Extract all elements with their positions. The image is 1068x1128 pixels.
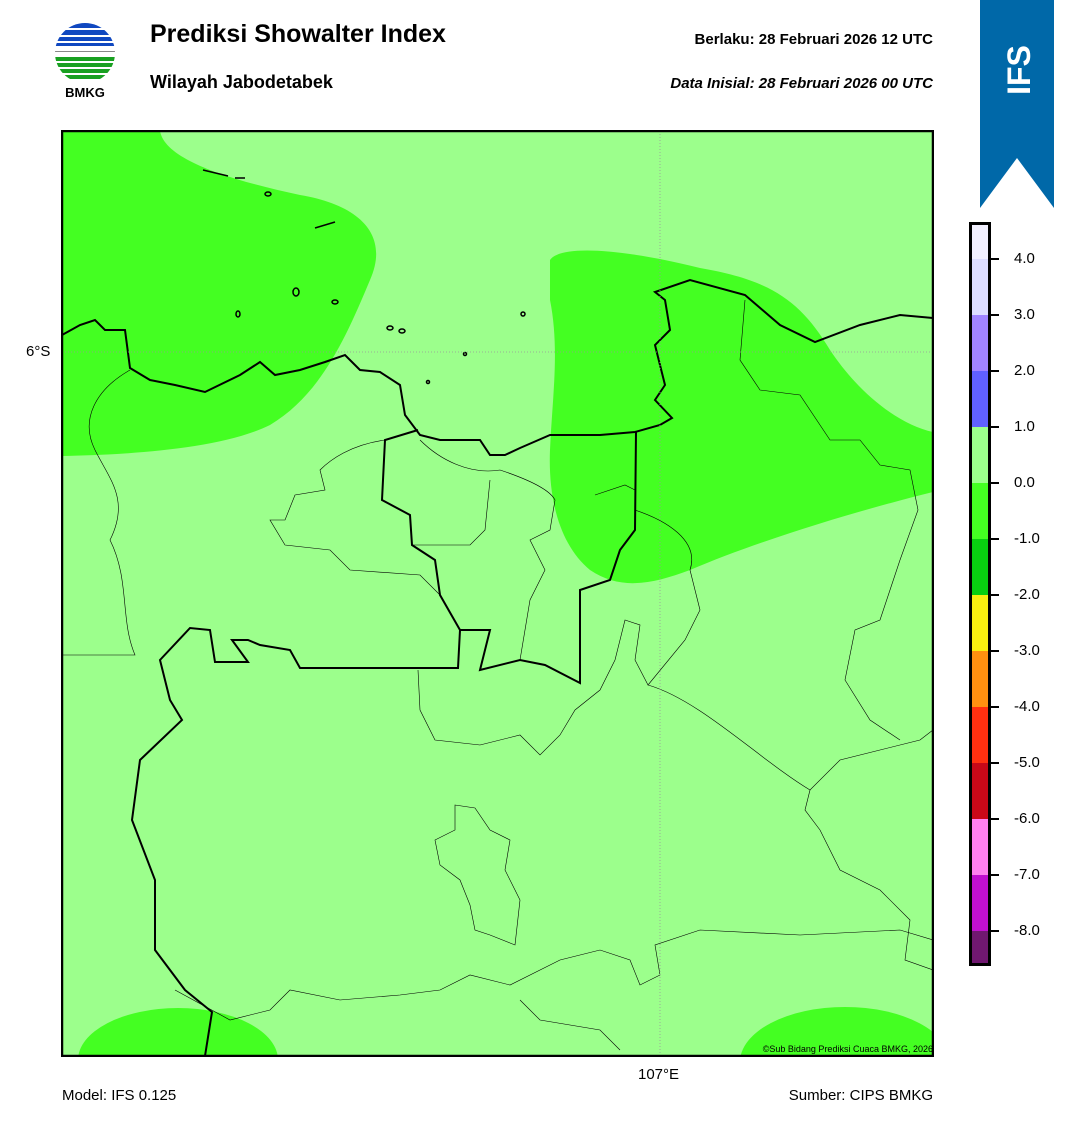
colorbar-tick-label: 1.0 bbox=[1014, 418, 1035, 435]
colorbar-tick-mark bbox=[991, 426, 999, 428]
source-label: Sumber: CIPS BMKG bbox=[788, 1087, 933, 1104]
colorbar-tick-label: -1.0 bbox=[1014, 530, 1040, 547]
colorbar-tick-mark bbox=[991, 594, 999, 596]
colorbar-segment bbox=[972, 224, 988, 259]
colorbar-segment bbox=[972, 651, 988, 707]
colorbar-tick-label: -5.0 bbox=[1014, 754, 1040, 771]
colorbar-segment bbox=[972, 539, 988, 595]
colorbar-tick-mark bbox=[991, 818, 999, 820]
colorbar-segment bbox=[972, 763, 988, 819]
region-subtitle: Wilayah Jabodetabek bbox=[150, 72, 333, 92]
colorbar-tick-mark bbox=[991, 930, 999, 932]
colorbar-segment bbox=[972, 931, 988, 964]
regency-boundaries bbox=[62, 299, 933, 1051]
colorbar-segment bbox=[972, 875, 988, 931]
colorbar-segment bbox=[972, 427, 988, 483]
colorbar-tick-mark bbox=[991, 706, 999, 708]
colorbar-tick-mark bbox=[991, 258, 999, 260]
map-credit: ©Sub Bidang Prediksi Cuaca BMKG, 2026 bbox=[762, 1044, 933, 1054]
unstable-area-southeast bbox=[740, 1007, 933, 1056]
colorbar-tick-label: -3.0 bbox=[1014, 642, 1040, 659]
ifs-label: IFS bbox=[1001, 45, 1037, 95]
colorbar-tick-mark bbox=[991, 482, 999, 484]
colorbar-tick-mark bbox=[991, 650, 999, 652]
longitude-label: 107°E bbox=[638, 1066, 680, 1083]
colorbar-tick-mark bbox=[991, 538, 999, 540]
logo-text: BMKG bbox=[65, 85, 105, 100]
colorbar-tick-label: -2.0 bbox=[1014, 586, 1040, 603]
initial-time: Data Inisial: 28 Februari 2026 00 UTC bbox=[670, 75, 933, 92]
colorbar bbox=[969, 222, 991, 966]
colorbar-tick-label: 2.0 bbox=[1014, 362, 1035, 379]
colorbar-tick-mark bbox=[991, 874, 999, 876]
bmkg-logo: BMKG bbox=[55, 23, 115, 100]
colorbar-segment bbox=[972, 595, 988, 651]
colorbar-segment bbox=[972, 315, 988, 371]
ifs-badge: IFS bbox=[980, 0, 1054, 208]
page-title: Prediksi Showalter Index bbox=[150, 20, 446, 48]
coastline-and-province-boundaries bbox=[62, 278, 933, 1056]
colorbar-segment bbox=[972, 483, 988, 539]
islands bbox=[202, 169, 526, 385]
colorbar-segment bbox=[972, 707, 988, 763]
map-frame bbox=[61, 130, 934, 1057]
colorbar-tick-label: -7.0 bbox=[1014, 866, 1040, 883]
unstable-area-east bbox=[549, 250, 933, 584]
showalter-index-map bbox=[61, 130, 934, 1057]
colorbar-tick-label: -8.0 bbox=[1014, 922, 1040, 939]
colorbar-segment bbox=[972, 371, 988, 427]
colorbar-tick-label: 3.0 bbox=[1014, 306, 1035, 323]
colorbar-tick-mark bbox=[991, 762, 999, 764]
colorbar-segment bbox=[972, 259, 988, 315]
colorbar-tick-label: 0.0 bbox=[1014, 474, 1035, 491]
valid-time: Berlaku: 28 Februari 2026 12 UTC bbox=[694, 31, 933, 48]
model-label: Model: IFS 0.125 bbox=[62, 1087, 177, 1104]
colorbar-tick-label: -6.0 bbox=[1014, 810, 1040, 827]
colorbar-tick-label: -4.0 bbox=[1014, 698, 1040, 715]
colorbar-tick-label: 4.0 bbox=[1014, 250, 1035, 267]
colorbar-tick-mark bbox=[991, 370, 999, 372]
colorbar-tick-mark bbox=[991, 314, 999, 316]
latitude-label: 6°S bbox=[26, 343, 51, 360]
unstable-area-southwest bbox=[78, 1008, 278, 1056]
colorbar-segment bbox=[972, 819, 988, 875]
